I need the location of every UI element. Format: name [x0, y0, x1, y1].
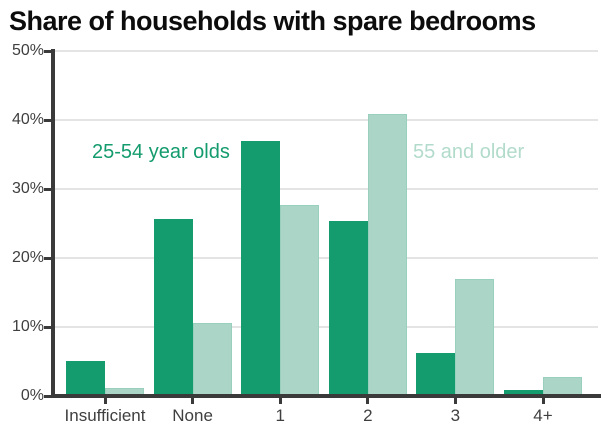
bar-1-25-54	[241, 141, 281, 396]
y-tick-label-0: 0%	[20, 387, 44, 404]
y-axis-tick-40	[44, 118, 51, 122]
chart-title: Share of households with spare bedrooms	[9, 6, 536, 36]
gridline-30	[55, 188, 598, 190]
x-axis-tick-2	[366, 398, 370, 404]
y-axis-line	[51, 49, 55, 398]
x-axis-tick-4	[541, 398, 545, 404]
x-tick-label-insufficient: Insufficient	[64, 406, 146, 425]
bar-none-25-54	[153, 219, 193, 396]
y-tick-label-50: 50%	[11, 42, 44, 59]
y-tick-label-20: 20%	[11, 249, 44, 266]
x-axis-tick-none	[191, 398, 195, 404]
gridline-10	[55, 326, 598, 328]
bar-insufficient-25-54	[66, 360, 105, 396]
y-tick-label-10: 10%	[11, 318, 44, 335]
gridline-50	[55, 50, 598, 52]
x-axis-tick-insufficient	[103, 398, 107, 404]
x-tick-label-2: 2	[363, 406, 373, 425]
legend-label-55-older: 55 and older	[413, 141, 525, 163]
x-axis-tick-1	[278, 398, 282, 404]
bar-3-55-older	[455, 278, 495, 396]
bar-3-25-54	[416, 352, 456, 396]
bar-none-55-older	[192, 322, 232, 396]
gridline-20	[55, 257, 598, 259]
y-tick-label-40: 40%	[11, 111, 44, 128]
y-axis-tick-30	[44, 187, 51, 191]
y-axis-tick-0	[44, 394, 51, 398]
y-axis-tick-20	[44, 256, 51, 260]
legend-label-25-54: 25-54 year olds	[92, 141, 230, 163]
bar-2-55-older	[367, 114, 407, 396]
y-axis-tick-10	[44, 325, 51, 329]
x-axis-line	[51, 394, 601, 398]
bar-1-55-older	[280, 204, 320, 396]
x-tick-label-1: 1	[275, 406, 285, 425]
y-tick-label-30: 30%	[11, 180, 44, 197]
bar-2-25-54	[328, 220, 368, 396]
x-axis-tick-3	[453, 398, 457, 404]
bar-4-25-54	[504, 390, 543, 396]
x-tick-label-none: None	[172, 406, 213, 425]
x-tick-label-3: 3	[450, 406, 461, 425]
x-tick-label-4: 4+	[533, 406, 553, 425]
y-axis-tick-50	[44, 49, 51, 53]
gridline-40	[55, 119, 598, 121]
